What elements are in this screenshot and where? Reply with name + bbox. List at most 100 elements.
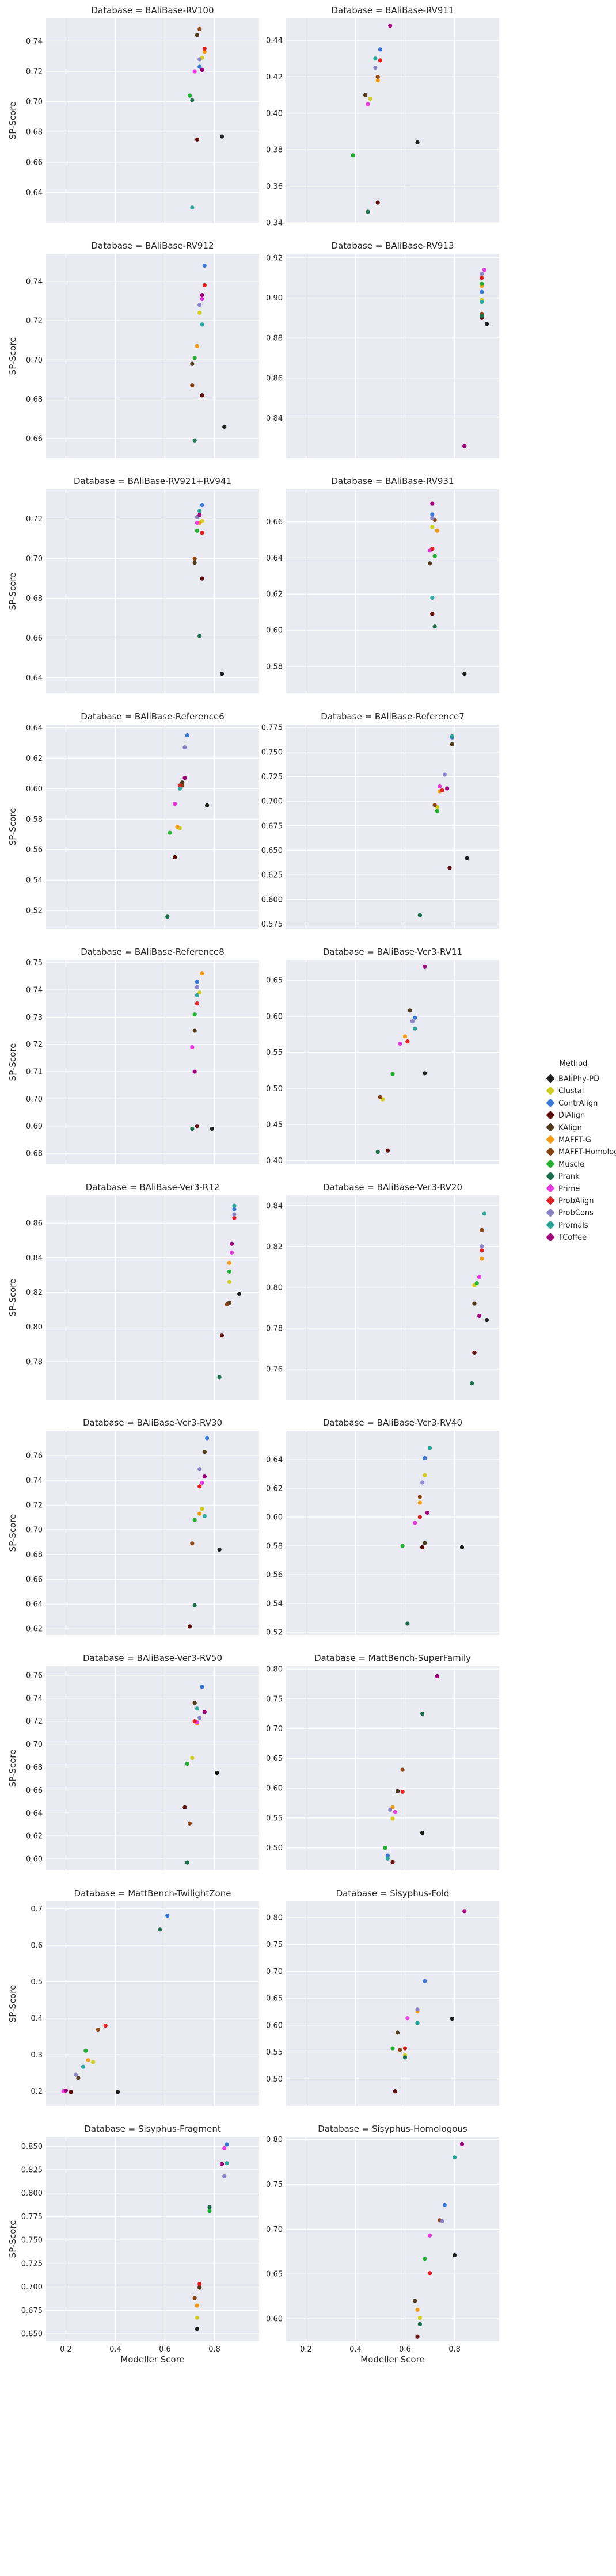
y-tick-label: 0.74 (26, 986, 43, 995)
data-point-mafft-g (195, 344, 200, 349)
panel-background (46, 1195, 259, 1400)
y-tick-label: 0.60 (266, 627, 283, 635)
data-point-prime (366, 102, 370, 106)
y-tick-label: 0.74 (26, 277, 43, 286)
y-tick-label: 0.72 (26, 317, 43, 326)
legend-marker-dialign (546, 1111, 555, 1120)
y-tick-label: 0.64 (266, 1456, 283, 1465)
panel-background (286, 2137, 499, 2341)
data-point-probcons (430, 516, 435, 520)
data-point-probalign (405, 1039, 410, 1044)
x-tick-label: 0.4 (349, 2345, 362, 2354)
data-point-kalign (427, 561, 432, 566)
panel-title: Database = BAliBase-RV931 (332, 476, 454, 486)
y-tick-label: 0.40 (266, 1157, 283, 1165)
data-point-promals (482, 1211, 486, 1216)
y-tick-label: 0.70 (266, 2226, 283, 2234)
y-tick-label: 0.68 (26, 1551, 43, 1560)
data-point-baliphy-pd (450, 2017, 454, 2021)
panel-background (286, 1901, 499, 2106)
data-point-clustal (91, 2060, 96, 2064)
facet-panel: 0.575 0.600 0.625 0.650 0.675 0.700 0.725 0.750… (261, 711, 499, 929)
legend-marker-promals (546, 1220, 555, 1229)
data-point-prime (477, 1275, 482, 1279)
data-point-promals (197, 509, 202, 513)
data-point-contralign (197, 64, 202, 69)
data-point-dialign (375, 200, 380, 205)
legend-label-contralign: ContrAlign (558, 1099, 598, 1108)
data-point-probalign (197, 2282, 202, 2287)
panel-title: Database = BAliBase-RV921+RV941 (74, 476, 231, 486)
y-tick-label: 0.42 (266, 73, 283, 82)
y-tick-label: 0.68 (26, 595, 43, 603)
data-point-tcoffee (200, 293, 204, 298)
data-point-clustal (200, 1506, 204, 1511)
data-point-probalign (200, 531, 204, 535)
y-tick-label: 0.65 (266, 2270, 283, 2279)
y-tick-label: 0.74 (26, 37, 43, 46)
data-point-contralign (423, 1979, 427, 1983)
data-point-promals (200, 322, 204, 327)
data-point-prime (438, 784, 442, 789)
data-point-mafft-homologs (225, 1302, 229, 1307)
y-axis-label: SP-Score (7, 1043, 18, 1081)
facet-panel: 0.66 0.68 0.70 0.72 0.74 Database = BAliBase-… (7, 241, 259, 458)
data-point-kalign (413, 2299, 417, 2303)
y-tick-label: 0.38 (266, 146, 283, 155)
y-tick-label: 0.66 (266, 518, 283, 527)
y-tick-label: 0.36 (266, 182, 283, 191)
data-point-probcons (222, 2174, 227, 2178)
y-tick-label: 0.64 (26, 724, 43, 733)
data-point-baliphy-pd (116, 2090, 120, 2094)
facet-panel: 0.60 0.62 0.64 0.66 0.68 0.70 0.72 0.74 0.76 Data… (7, 1653, 259, 1870)
y-tick-label: 0.71 (26, 1068, 43, 1077)
panel-title: Database = BAliBase-RV913 (332, 241, 454, 251)
data-point-contralign (195, 980, 200, 984)
y-tick-label: 0.75 (266, 1941, 283, 1949)
data-point-probalign (440, 788, 444, 792)
data-point-tcoffee (219, 2162, 225, 2166)
y-tick-label: 0.52 (26, 907, 43, 916)
y-tick-label: 0.62 (26, 1832, 43, 1841)
data-point-tcoffee (182, 776, 187, 780)
facet-panel: 0.68 0.69 0.70 0.71 0.72 0.73 0.74 0.75 Database… (7, 947, 259, 1164)
panel-background (46, 489, 259, 693)
data-point-mafft-g (435, 528, 440, 533)
legend-label-probcons: ProbCons (558, 1209, 594, 1218)
y-tick-label: 0.66 (26, 158, 43, 167)
y-tick-label: 0.72 (26, 1717, 43, 1726)
data-point-mafft-homologs (432, 803, 437, 807)
facet-panel: 0.52 0.54 0.56 0.58 0.60 0.62 0.64 Database = B… (7, 711, 259, 929)
panel-background (286, 725, 499, 929)
panel-background (286, 254, 499, 458)
y-tick-label: 0.74 (26, 1694, 43, 1703)
data-point-kalign (195, 33, 200, 37)
x-tick-label: 0.6 (399, 2345, 411, 2354)
y-tick-label: 0.78 (26, 1358, 43, 1366)
data-point-prank (190, 98, 195, 102)
data-point-baliphy-pd (215, 1770, 219, 1775)
data-point-clustal (227, 1279, 231, 1285)
y-tick-label: 0.80 (266, 2136, 283, 2144)
data-point-prime (413, 1521, 417, 1525)
panel-title: Database = BAliBase-Reference6 (81, 711, 225, 722)
data-point-probalign (402, 2046, 408, 2051)
data-point-probalign (480, 276, 484, 280)
data-point-contralign (205, 1436, 210, 1441)
panel-background (46, 18, 259, 223)
data-point-prime (200, 1480, 204, 1485)
data-point-contralign (225, 2142, 229, 2147)
data-point-dialign (472, 1350, 477, 1355)
data-point-muscle (400, 1544, 405, 1548)
data-point-mafft-homologs (190, 383, 195, 388)
data-point-mafft-g (202, 49, 207, 54)
data-point-probcons (480, 1244, 484, 1249)
data-point-promals (81, 2064, 86, 2069)
data-point-baliphy-pd (210, 1126, 214, 1131)
y-tick-label: 0.80 (266, 1283, 283, 1292)
data-point-baliphy-pd (465, 856, 469, 860)
y-tick-label: 0.64 (26, 674, 43, 683)
panel-title: Database = BAliBase-Reference7 (321, 711, 465, 722)
y-tick-label: 0.72 (26, 1041, 43, 1049)
y-tick-label: 0.575 (261, 920, 283, 929)
